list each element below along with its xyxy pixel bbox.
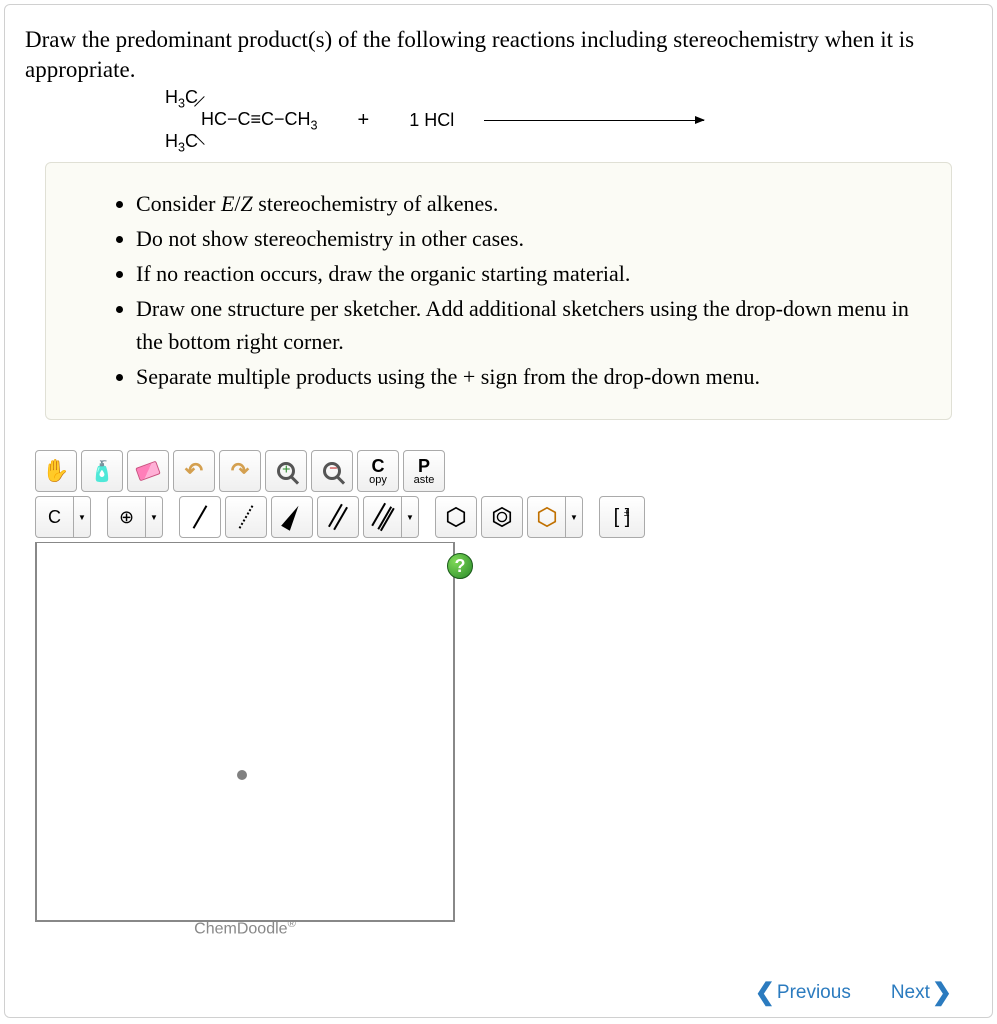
clear-tool[interactable]: 🧴 bbox=[81, 450, 123, 492]
dotted-bond-tool[interactable] bbox=[225, 496, 267, 538]
paste-label-big: P bbox=[418, 457, 430, 475]
reactant-top-branch: H3C bbox=[165, 87, 198, 111]
next-button[interactable]: Next ❯ bbox=[891, 978, 952, 1007]
previous-button[interactable]: ❮ Previous bbox=[755, 978, 851, 1007]
charge-picker[interactable]: ⊕ ▼ bbox=[107, 496, 163, 538]
paste-button[interactable]: P aste bbox=[403, 450, 445, 492]
dropdown-arrow-icon[interactable]: ▼ bbox=[73, 496, 91, 538]
element-label: C bbox=[35, 496, 73, 538]
triple-bond-picker[interactable]: ▼ bbox=[363, 496, 419, 538]
reaction-scheme: H3C HC−C≡C−CH3 H3C + 1 HCl bbox=[165, 109, 972, 133]
sketcher-toolbar: ✋ 🧴 ↶ ↷ C opy P aste C ▼ ⊕ ▼ bbox=[35, 450, 962, 938]
undo-icon: ↶ bbox=[185, 458, 203, 484]
instruction-item: Draw one structure per sketcher. Add add… bbox=[136, 292, 921, 358]
single-bond-tool[interactable] bbox=[179, 496, 221, 538]
hexagon-icon bbox=[445, 506, 467, 528]
plus-sign: + bbox=[358, 109, 370, 132]
nav-footer: ❮ Previous Next ❯ bbox=[755, 978, 952, 1007]
benzene-icon bbox=[491, 506, 513, 528]
eraser-icon bbox=[135, 461, 160, 482]
charge-label: ⊕ bbox=[107, 496, 145, 538]
double-bond-icon bbox=[328, 504, 348, 531]
brand-text: ChemDoodle bbox=[194, 921, 287, 938]
reactant-bot-branch: H3C bbox=[165, 131, 198, 155]
reactant-main-chain: HC−C≡C−CH3 bbox=[201, 109, 318, 129]
undo-button[interactable]: ↶ bbox=[173, 450, 215, 492]
chevron-right-icon: ❯ bbox=[932, 978, 952, 1007]
reagent: 1 HCl bbox=[409, 110, 454, 131]
dropdown-arrow-icon[interactable]: ▼ bbox=[401, 496, 419, 538]
dotted-bond-icon bbox=[239, 506, 254, 530]
triple-bond-icon bbox=[371, 503, 394, 532]
copy-label-big: C bbox=[372, 457, 385, 475]
question-card: Draw the predominant product(s) of the f… bbox=[4, 4, 993, 1018]
next-label: Next bbox=[891, 982, 930, 1004]
toolbar-row-2: C ▼ ⊕ ▼ ▼ bbox=[35, 496, 962, 538]
instruction-item: Do not show stereochemistry in other cas… bbox=[136, 222, 921, 255]
instruction-item: If no reaction occurs, draw the organic … bbox=[136, 257, 921, 290]
hexagon-alt-icon bbox=[536, 506, 558, 528]
redo-button[interactable]: ↷ bbox=[219, 450, 261, 492]
zoom-out-icon bbox=[323, 462, 341, 480]
instruction-item: Separate multiple products using the + s… bbox=[136, 360, 921, 393]
grab-tool[interactable]: ✋ bbox=[35, 450, 77, 492]
copy-label-small: opy bbox=[369, 475, 387, 486]
dropdown-arrow-icon[interactable]: ▼ bbox=[565, 496, 583, 538]
chevron-left-icon: ❮ bbox=[755, 978, 775, 1007]
brackets-tool[interactable]: [ ]± bbox=[599, 496, 645, 538]
canvas-atom-dot[interactable] bbox=[237, 770, 247, 780]
zoom-in-icon bbox=[277, 462, 295, 480]
erase-tool[interactable] bbox=[127, 450, 169, 492]
hand-icon: ✋ bbox=[42, 458, 69, 484]
reaction-arrow bbox=[484, 120, 704, 121]
instructions-list: Consider E/Z stereochemistry of alkenes.… bbox=[76, 187, 921, 393]
single-bond-icon bbox=[193, 506, 208, 530]
cyclohexane-tool[interactable] bbox=[435, 496, 477, 538]
spray-icon: 🧴 bbox=[90, 459, 115, 484]
dropdown-arrow-icon[interactable]: ▼ bbox=[145, 496, 163, 538]
ring-picker[interactable]: ▼ bbox=[527, 496, 583, 538]
instructions-panel: Consider E/Z stereochemistry of alkenes.… bbox=[45, 162, 952, 420]
reactant-structure: H3C HC−C≡C−CH3 H3C bbox=[165, 109, 318, 133]
double-bond-tool[interactable] bbox=[317, 496, 359, 538]
previous-label: Previous bbox=[777, 982, 851, 1004]
instruction-item: Consider E/Z stereochemistry of alkenes. bbox=[136, 187, 921, 220]
wedge-bond-icon bbox=[281, 504, 303, 532]
element-picker[interactable]: C ▼ bbox=[35, 496, 91, 538]
help-button[interactable]: ? bbox=[447, 553, 473, 579]
question-prompt: Draw the predominant product(s) of the f… bbox=[25, 25, 972, 85]
copy-button[interactable]: C opy bbox=[357, 450, 399, 492]
paste-label-small: aste bbox=[414, 475, 435, 486]
benzene-tool[interactable] bbox=[481, 496, 523, 538]
wedge-bond-tool[interactable] bbox=[271, 496, 313, 538]
sketcher-canvas[interactable]: ? bbox=[35, 542, 455, 922]
zoom-in-button[interactable] bbox=[265, 450, 307, 492]
toolbar-row-1: ✋ 🧴 ↶ ↷ C opy P aste bbox=[35, 450, 962, 492]
brackets-icon: [ ]± bbox=[614, 506, 631, 529]
zoom-out-button[interactable] bbox=[311, 450, 353, 492]
redo-icon: ↷ bbox=[231, 458, 249, 484]
